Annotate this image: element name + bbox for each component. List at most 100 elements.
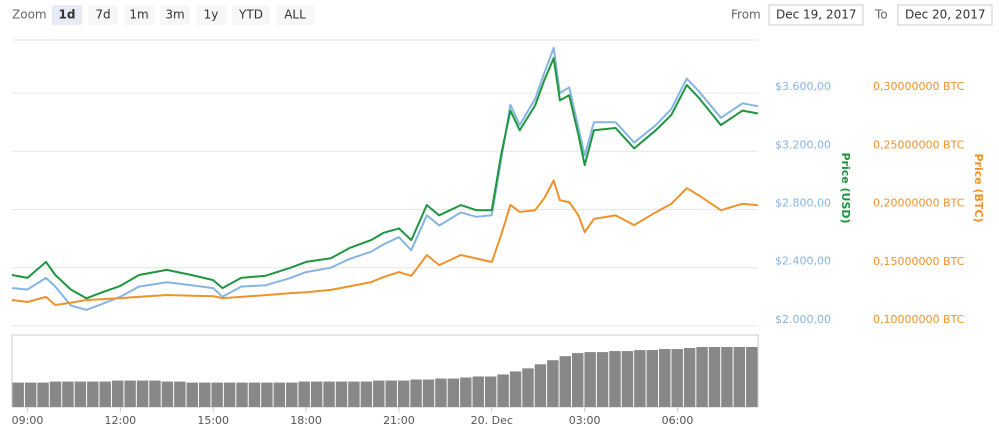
volume-bar [49, 381, 62, 407]
volume-bar [621, 351, 634, 407]
x-tick-label: 21:00 [383, 414, 415, 427]
volume-bar [671, 349, 683, 407]
volume-bar [74, 381, 87, 407]
volume-bar [547, 360, 559, 407]
volume-bar [683, 348, 696, 407]
to-value: Dec 20, 2017 [905, 8, 985, 22]
volume-bar [696, 347, 708, 407]
zoom-button-label: ALL [284, 8, 306, 22]
volume-bar [435, 378, 447, 407]
series-line [11, 179, 759, 306]
y-tick-label: $3.600,00 [775, 80, 831, 93]
zoom-button[interactable] [232, 5, 270, 25]
volume-bar [161, 381, 174, 407]
volume-bar [12, 382, 24, 407]
volume-bar [522, 368, 534, 407]
x-tick-label: 15:00 [197, 414, 229, 427]
volume-bar [360, 381, 373, 407]
zoom-button-label: 1d [59, 8, 76, 22]
volume-bar [634, 350, 646, 407]
volume-bar [174, 381, 186, 407]
zoom-button[interactable] [124, 5, 154, 25]
volume-bar [559, 356, 571, 407]
volume-bar [509, 371, 522, 407]
y2-tick-label: 0,20000000 BTC [873, 197, 965, 210]
y2-tick-label: 0,30000000 BTC [873, 80, 965, 93]
volume-bar [24, 382, 37, 407]
volume-bar [136, 380, 149, 407]
zoom-button[interactable] [276, 5, 314, 25]
zoom-button-label: 3m [165, 8, 184, 22]
volume-bar [460, 377, 472, 407]
volume-bar [721, 347, 733, 407]
volume-bar [373, 380, 385, 407]
zoom-button[interactable] [52, 5, 82, 25]
series-line [11, 57, 759, 300]
zoom-button-label: YTD [238, 8, 263, 22]
y2-tick-label: 0,15000000 BTC [873, 255, 965, 268]
volume-bar [410, 379, 422, 407]
volume-bar [286, 382, 298, 407]
volume-bar [584, 352, 596, 407]
zoom-button[interactable] [88, 5, 118, 25]
volume-bar [646, 350, 659, 407]
x-tick-label: 18:00 [290, 414, 322, 427]
volume-bar [472, 376, 484, 407]
y2-tick-label: 0,10000000 BTC [873, 313, 965, 326]
volume-bar [124, 380, 136, 407]
zoom-button-label: 7d [95, 8, 110, 22]
volume-bar [62, 381, 74, 407]
from-label: From [731, 8, 761, 22]
volume-bar [348, 381, 360, 407]
volume-bar [261, 382, 273, 407]
volume-bar [310, 381, 323, 407]
volume-bar [447, 378, 460, 407]
x-tick-label: 03:00 [569, 414, 601, 427]
x-tick-label: 12:00 [104, 414, 136, 427]
volume-bar [572, 353, 584, 407]
zoom-label: Zoom [12, 8, 47, 22]
volume-bar [484, 376, 497, 407]
y-tick-label: $2.400,00 [775, 255, 831, 268]
volume-bar [708, 347, 721, 407]
volume-bar [609, 351, 621, 407]
x-tick-label: 09:00 [12, 414, 44, 427]
series-line [11, 47, 759, 311]
volume-bar [99, 381, 111, 407]
volume-bar [186, 382, 198, 407]
volume-bar [596, 352, 609, 407]
zoom-button-label: 1y [204, 8, 219, 22]
y-axis-title: Price (USD) [839, 152, 852, 223]
volume-bar [223, 382, 236, 407]
zoom-button[interactable] [196, 5, 226, 25]
volume-bar [37, 382, 49, 407]
volume-bar [211, 382, 223, 407]
volume-bar [273, 382, 286, 407]
y2-tick-label: 0,25000000 BTC [873, 138, 965, 151]
volume-bar [397, 380, 410, 407]
volume-bar [746, 347, 758, 407]
volume-bar [236, 382, 248, 407]
volume-bar [422, 379, 435, 407]
y-tick-label: $2.000,00 [775, 313, 831, 326]
volume-bar [87, 381, 99, 407]
from-value: Dec 19, 2017 [776, 8, 856, 22]
to-label: To [874, 8, 888, 22]
volume-bar [335, 381, 348, 407]
volume-bar [733, 347, 746, 407]
volume-bar [248, 382, 261, 407]
y2-axis-title: Price (BTC) [972, 153, 985, 222]
volume-bar [385, 380, 397, 407]
y-tick-label: $2.800,00 [775, 197, 831, 210]
zoom-button-label: 1m [129, 8, 148, 22]
to-input[interactable] [897, 4, 993, 26]
y-tick-label: $3.200,00 [775, 138, 831, 151]
volume-bar [298, 381, 310, 407]
volume-bar [111, 380, 124, 407]
from-input[interactable] [768, 4, 864, 26]
volume-bar [149, 380, 161, 407]
zoom-button[interactable] [160, 5, 190, 25]
zoom-buttons: 1d 7d 1m 3m 1y YTD ALL [52, 5, 314, 25]
x-tick-label: 06:00 [662, 414, 694, 427]
